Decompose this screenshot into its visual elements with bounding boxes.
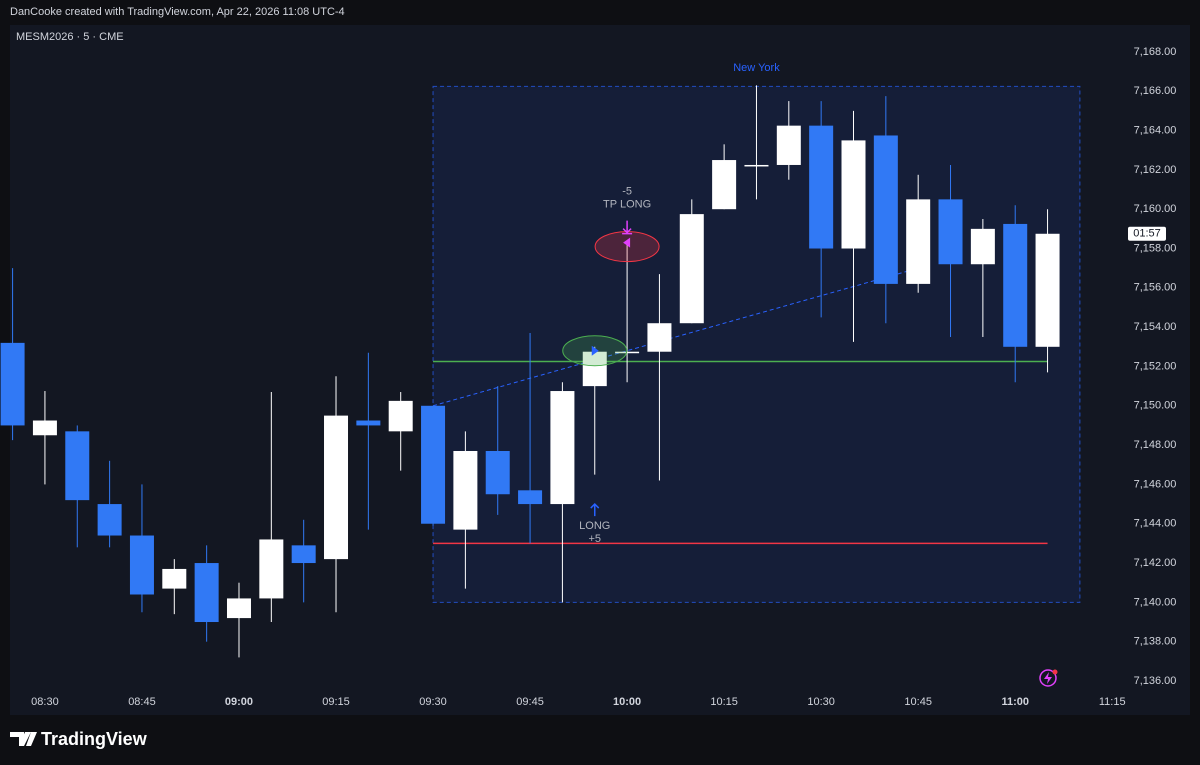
x-tick-label: 09:00 [225, 696, 253, 708]
exit-highlight [594, 231, 660, 263]
y-tick-label: 7,166.00 [1134, 85, 1177, 97]
candle-body [485, 450, 510, 495]
candle-body [32, 420, 57, 436]
candle-body [938, 199, 963, 265]
exit-label: TP LONG [603, 199, 651, 211]
brand-logo: TradingView [10, 729, 148, 749]
candle-body [1035, 233, 1060, 347]
candle-body [194, 563, 219, 623]
x-tick-label: 11:00 [1001, 696, 1029, 708]
candle-body [906, 199, 931, 284]
x-tick-label: 08:30 [31, 696, 59, 708]
candle-body [582, 351, 607, 387]
candle-body [970, 228, 995, 265]
y-tick-label: 7,138.00 [1134, 636, 1177, 648]
entry-label: LONG [579, 520, 610, 532]
countdown-tag [1128, 226, 1166, 241]
entry-marker [591, 345, 599, 356]
candle-body [809, 125, 834, 249]
candle-body [226, 598, 251, 619]
candle-body [356, 420, 381, 426]
candle-body [873, 135, 898, 284]
x-tick-label: 09:15 [322, 696, 350, 708]
x-tick-label: 10:30 [807, 696, 835, 708]
y-tick-label: 7,154.00 [1134, 321, 1177, 333]
x-tick-label: 09:30 [419, 696, 447, 708]
exit-arrow [622, 220, 633, 235]
candle-body [776, 125, 801, 165]
x-tick-label: 08:45 [128, 696, 156, 708]
x-tick-label: 09:45 [516, 696, 544, 708]
y-tick-label: 7,152.00 [1134, 360, 1177, 372]
x-tick-label: 10:45 [904, 696, 932, 708]
candle-body [291, 545, 316, 564]
candle-body [0, 342, 25, 426]
candle-body [647, 323, 672, 352]
session-label: New York [733, 62, 780, 74]
candle-body [615, 351, 640, 354]
y-tick-label: 7,148.00 [1134, 439, 1177, 451]
candle-body [712, 160, 737, 210]
entry-arrow [590, 503, 600, 517]
brand: TradingView [41, 729, 148, 749]
candle-body [65, 431, 90, 501]
y-tick-label: 7,158.00 [1134, 242, 1177, 254]
y-tick-label: 7,164.00 [1134, 124, 1177, 136]
y-tick-label: 7,156.00 [1134, 282, 1177, 294]
alert-icon[interactable] [1039, 669, 1058, 687]
y-tick-label: 7,168.00 [1134, 46, 1177, 58]
y-tick-label: 7,150.00 [1134, 400, 1177, 412]
candle-body [744, 164, 769, 167]
exit-marker [623, 237, 631, 248]
exit-pnl: -5 [622, 186, 632, 198]
y-tick-label: 7,142.00 [1134, 557, 1177, 569]
candle-body [550, 391, 575, 505]
y-tick-label: 7,136.00 [1134, 675, 1177, 687]
y-tick-label: 7,162.00 [1134, 164, 1177, 176]
candle-body [324, 415, 349, 560]
candle-body [1003, 223, 1028, 347]
candle-body [129, 535, 154, 595]
countdown: 01:57 [1133, 228, 1161, 240]
candle-body [421, 405, 446, 524]
credit: DanCooke created with TradingView.com, A… [10, 6, 345, 18]
y-tick-label: 7,140.00 [1134, 596, 1177, 608]
symbol: MESM2026 · 5 · CME [16, 31, 124, 43]
candle-body [97, 504, 122, 536]
y-tick-label: 7,144.00 [1134, 518, 1177, 530]
y-tick-label: 7,146.00 [1134, 478, 1177, 490]
candle-body [259, 539, 284, 599]
candle-body [162, 568, 187, 589]
candle-body [388, 400, 413, 432]
trade-line [432, 267, 919, 407]
x-tick-label: 11:15 [1099, 696, 1126, 708]
candle-body [679, 214, 704, 324]
candle-body [841, 140, 866, 249]
candle-body [518, 490, 543, 505]
y-tick-label: 7,160.00 [1134, 203, 1177, 215]
x-tick-label: 10:00 [613, 696, 641, 708]
entry-pnl: +5 [588, 533, 601, 545]
candle-body [453, 450, 478, 530]
x-tick-label: 10:15 [710, 696, 738, 708]
